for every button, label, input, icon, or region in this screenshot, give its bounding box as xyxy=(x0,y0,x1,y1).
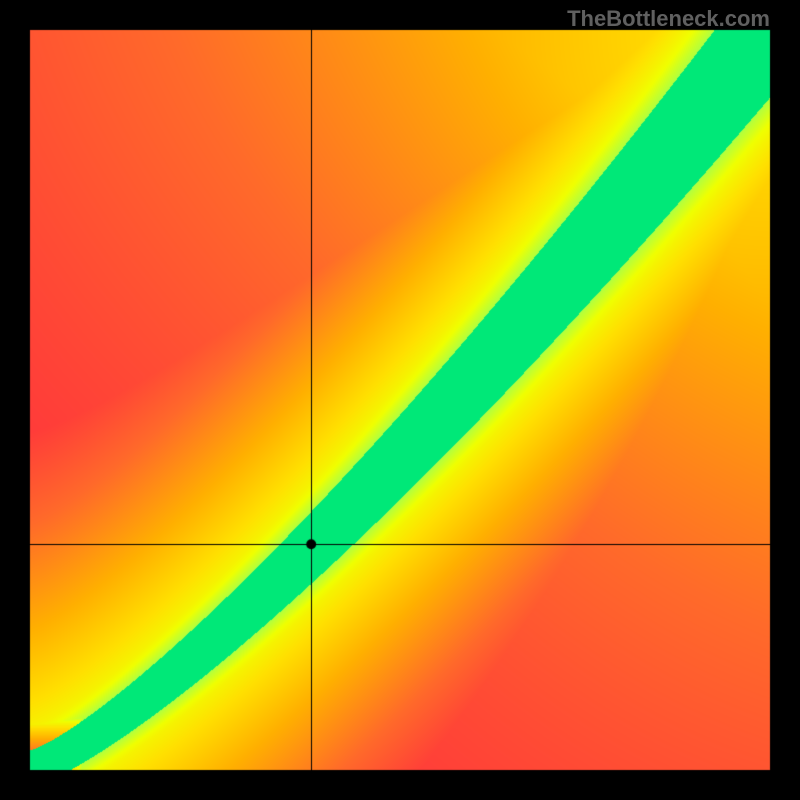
heat-gradient-canvas xyxy=(0,0,800,800)
bottleneck-chart-container: TheBottleneck.com xyxy=(0,0,800,800)
watermark-text: TheBottleneck.com xyxy=(567,6,770,32)
